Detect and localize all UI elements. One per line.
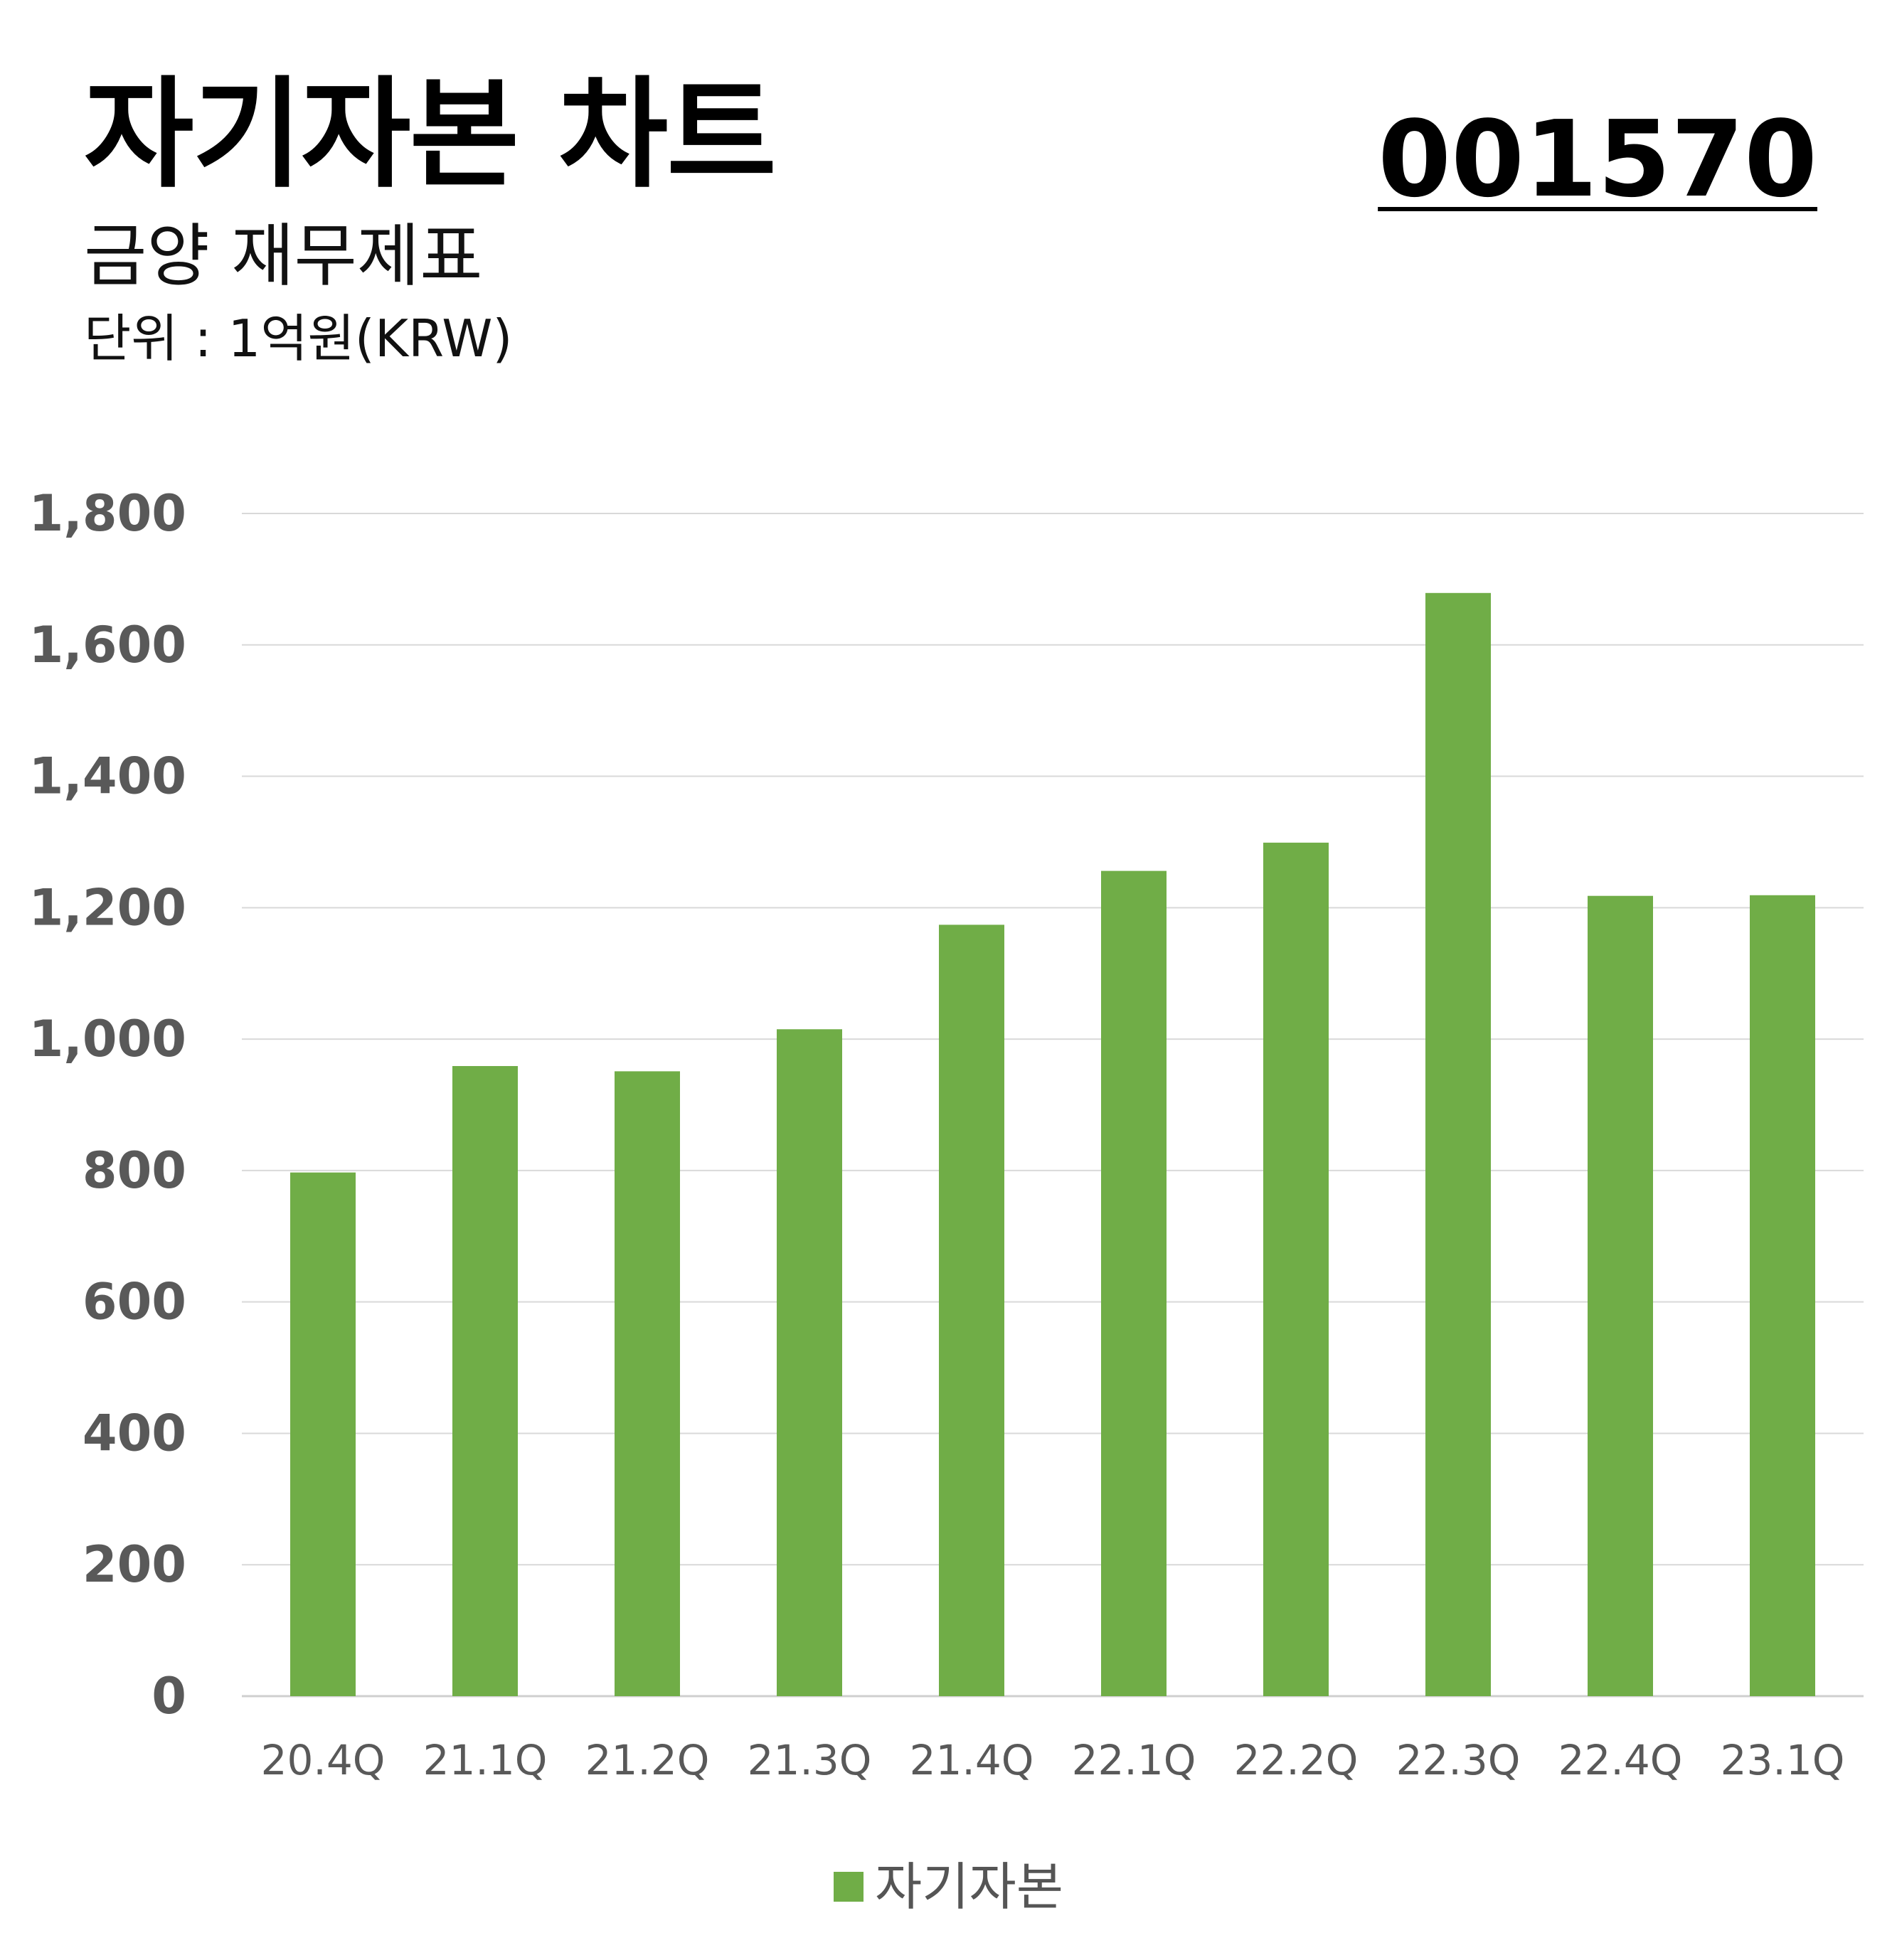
x-tick-label: 22.1Q <box>1072 1736 1196 1784</box>
y-axis-ticks: 0 200 400 600 800 1,000 1,200 1,400 1,600 1,800 <box>29 484 186 1725</box>
bar <box>1588 895 1653 1696</box>
y-tick-label: 200 <box>83 1535 186 1594</box>
bar <box>1101 870 1167 1696</box>
chart-title: 자기자본 차트 <box>84 65 777 204</box>
bar <box>939 925 1004 1696</box>
legend-swatch <box>834 1872 864 1902</box>
x-tick-label: 20.4Q <box>261 1736 386 1784</box>
y-tick-label: 1,000 <box>29 1010 186 1068</box>
bar <box>1425 592 1491 1696</box>
x-tick-label: 21.3Q <box>748 1736 872 1784</box>
x-tick-label: 23.1Q <box>1721 1736 1845 1784</box>
y-tick-label: 1,600 <box>29 616 186 674</box>
y-tick-label: 600 <box>83 1273 186 1331</box>
y-tick-label: 1,800 <box>29 484 186 543</box>
chart-subtitle: 금양 재무제표 <box>84 216 483 296</box>
bar <box>1263 842 1329 1696</box>
x-tick-label: 21.1Q <box>423 1736 548 1784</box>
legend: 자기자본 <box>0 1861 1897 1912</box>
y-tick-label: 800 <box>83 1141 186 1200</box>
legend-label: 자기자본 <box>875 1857 1063 1917</box>
x-tick-label: 22.2Q <box>1234 1736 1359 1784</box>
y-tick-label: 0 <box>152 1667 186 1725</box>
bar <box>777 1029 842 1696</box>
stock-code: 001570 <box>1378 98 1817 220</box>
bars <box>290 592 1815 1696</box>
x-axis-ticks: 20.4Q 21.1Q 21.2Q 21.3Q 21.4Q 22.1Q 22.2Q 22.3Q… <box>261 1736 1845 1784</box>
bar <box>290 1172 356 1696</box>
unit-label: 단위 : 1억원(KRW) <box>84 309 513 368</box>
y-tick-label: 1,400 <box>29 747 186 806</box>
x-tick-label: 22.4Q <box>1558 1736 1683 1784</box>
y-tick-label: 1,200 <box>29 878 186 937</box>
bar <box>615 1071 680 1696</box>
x-tick-label: 21.4Q <box>910 1736 1034 1784</box>
y-tick-label: 400 <box>83 1404 186 1462</box>
bar <box>1750 895 1815 1696</box>
bar <box>452 1065 518 1696</box>
x-tick-label: 22.3Q <box>1396 1736 1521 1784</box>
x-tick-label: 21.2Q <box>585 1736 710 1784</box>
